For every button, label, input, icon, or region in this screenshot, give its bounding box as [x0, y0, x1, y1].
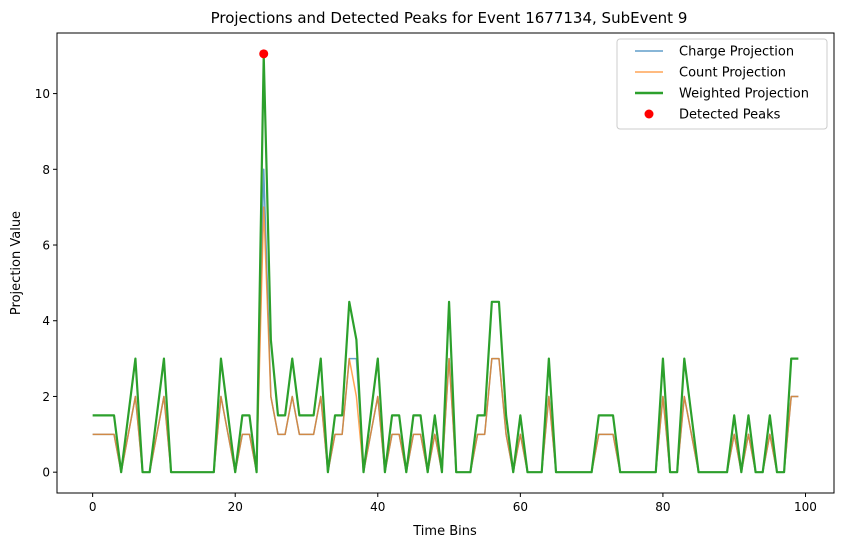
x-tick-label: 80 [655, 500, 670, 514]
x-tick-label: 40 [370, 500, 385, 514]
x-tick-label: 20 [228, 500, 243, 514]
chart-title: Projections and Detected Peaks for Event… [211, 9, 688, 27]
weighted-projection-line [92, 54, 799, 474]
y-tick-label: 6 [42, 239, 50, 253]
x-tick-label: 60 [513, 500, 528, 514]
y-tick-label: 0 [42, 466, 50, 480]
y-tick-label: 8 [42, 163, 50, 177]
peaks-layer [259, 49, 269, 59]
y-tick-label: 10 [35, 87, 50, 101]
legend-box [616, 38, 828, 130]
legend: Charge Projection Count Projection Weigh… [616, 38, 828, 130]
y-axis-ticks: 0 2 4 6 8 10 [35, 87, 57, 480]
y-tick-label: 4 [42, 314, 50, 328]
legend-label-peaks: Detected Peaks [679, 108, 781, 123]
x-axis-label: Time Bins [412, 524, 477, 539]
detected-peak-marker [259, 49, 269, 59]
legend-label-count: Count Projection [679, 66, 786, 81]
y-axis-label: Projection Value [9, 211, 24, 315]
x-axis-ticks: 0 20 40 60 80 100 [89, 493, 817, 514]
x-tick-label: 100 [794, 500, 817, 514]
legend-label-charge: Charge Projection [679, 45, 794, 60]
x-tick-label: 0 [89, 500, 97, 514]
series-layer [92, 54, 799, 474]
legend-swatch-peaks [644, 109, 654, 119]
y-tick-label: 2 [42, 390, 50, 404]
legend-label-weighted: Weighted Projection [679, 87, 809, 102]
